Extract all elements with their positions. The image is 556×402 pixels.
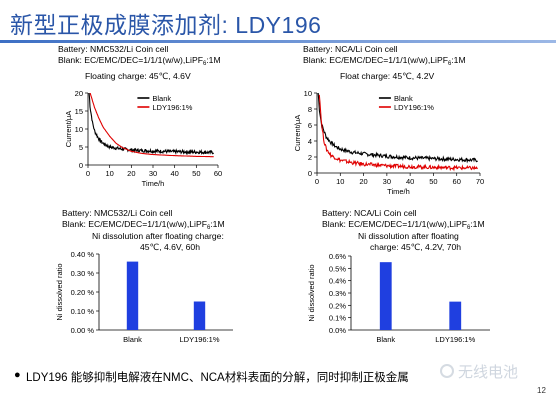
bl-condition-caption-1: Ni dissolution after floating charge: — [92, 231, 224, 241]
y-tick-label: 0.10 % — [71, 307, 95, 316]
legend-label-blank: Blank — [152, 94, 171, 103]
series-line-blank — [88, 93, 214, 156]
x-tick-label: 40 — [170, 169, 178, 178]
x-axis-label: Time/h — [142, 179, 165, 188]
y-axis-label: Ni dissolved ratio — [307, 264, 316, 321]
y-tick-label: 6 — [308, 121, 312, 130]
y-tick-label: 5 — [79, 143, 83, 152]
series-line-ldy196 — [89, 93, 214, 158]
x-category-label: Blank — [376, 335, 395, 344]
y-tick-label: 0 — [79, 161, 83, 170]
bar-ldy196 — [449, 301, 462, 330]
bl-condition-caption-2: 45℃, 4.6V, 60h — [140, 242, 200, 252]
tl-battery-caption: Battery: NMC532/Li Coin cell — [58, 44, 169, 54]
tr-condition-caption: Float charge: 45℃, 4.2V — [340, 71, 435, 81]
legend-label-ldy196: LDY196:1% — [394, 103, 434, 112]
series-line-ldy196 — [318, 94, 478, 172]
x-category-label: Blank — [123, 335, 142, 344]
x-tick-label: 20 — [359, 177, 367, 186]
br-battery-caption: Battery: NCA/Li Coin cell — [322, 208, 417, 218]
footer-bullet-icon: ● — [14, 369, 21, 381]
y-tick-label: 0.5% — [329, 264, 346, 273]
x-axis-label: Time/h — [387, 187, 410, 196]
y-tick-label: 0.00 % — [71, 326, 95, 335]
x-category-label: LDY196:1% — [179, 335, 219, 344]
title-underline — [0, 40, 556, 43]
tl-blank-caption: Blank: EC/EMC/DEC=1/1/1(w/w),LiPF6:1M — [58, 55, 221, 67]
x-tick-label: 70 — [476, 177, 484, 186]
y-tick-label: 15 — [75, 107, 83, 116]
footer-note: LDY196 能够抑制电解液在NMC、NCA材料表面的分解，同时抑制正极金属 — [26, 372, 409, 384]
y-tick-label: 0.6% — [329, 252, 346, 261]
bar-ldy196 — [193, 301, 206, 330]
y-tick-label: 8 — [308, 105, 312, 114]
y-tick-label: 2 — [308, 153, 312, 162]
page-number: 12 — [537, 386, 546, 395]
slide-title: 新型正极成膜添加剂: LDY196 — [10, 12, 322, 38]
x-tick-label: 10 — [105, 169, 113, 178]
bl-blank-caption: Blank: EC/EMC/DEC=1/1/1(w/w),LiPF6:1M — [62, 219, 225, 231]
x-tick-label: 60 — [214, 169, 222, 178]
x-tick-label: 30 — [149, 169, 157, 178]
bar-blank — [379, 262, 392, 330]
br-blank-caption: Blank: EC/EMC/DEC=1/1/1(w/w),LiPF6:1M — [322, 219, 485, 231]
x-category-label: LDY196:1% — [435, 335, 475, 344]
tr-blank-caption: Blank: EC/EMC/DEC=1/1/1(w/w),LiPF6:1M — [303, 55, 466, 67]
y-tick-label: 0.30 % — [71, 269, 95, 278]
x-tick-label: 50 — [429, 177, 437, 186]
watermark-text: 无线电池 — [458, 364, 519, 381]
y-tick-label: 0.3% — [329, 289, 346, 298]
y-axis-label: Ni dissolved ratio — [55, 263, 64, 320]
br-condition-caption-2: charge: 45℃, 4.2V, 70h — [370, 242, 462, 252]
watermark-logo-icon — [440, 364, 454, 378]
x-tick-label: 50 — [192, 169, 200, 178]
x-tick-label: 0 — [315, 177, 319, 186]
tl-condition-caption: Floating charge: 45℃, 4.6V — [85, 71, 191, 81]
y-tick-label: 0.4% — [329, 277, 346, 286]
bl-battery-caption: Battery: NMC532/Li Coin cell — [62, 208, 173, 218]
x-tick-label: 0 — [86, 169, 90, 178]
x-tick-label: 20 — [127, 169, 135, 178]
br-condition-caption-1: Ni dissolution after floating — [358, 231, 459, 241]
y-tick-label: 0 — [308, 169, 312, 178]
legend-label-blank: Blank — [394, 94, 413, 103]
series-line-blank — [317, 93, 478, 164]
y-tick-label: 0.0% — [329, 326, 346, 335]
y-tick-label: 0.2% — [329, 301, 346, 310]
y-tick-label: 0.40 % — [71, 250, 95, 259]
x-tick-label: 30 — [383, 177, 391, 186]
y-tick-label: 10 — [304, 89, 312, 98]
y-tick-label: 0.20 % — [71, 288, 95, 297]
y-tick-label: 10 — [75, 125, 83, 134]
bar-blank — [126, 261, 139, 330]
x-tick-label: 60 — [453, 177, 461, 186]
x-tick-label: 40 — [406, 177, 414, 186]
y-tick-label: 0.1% — [329, 314, 346, 323]
y-axis-label: Current/μA — [64, 111, 73, 147]
y-tick-label: 4 — [308, 137, 312, 146]
y-tick-label: 20 — [75, 89, 83, 98]
legend-label-ldy196: LDY196:1% — [152, 103, 192, 112]
x-tick-label: 10 — [336, 177, 344, 186]
y-axis-label: Current/μA — [293, 115, 302, 151]
tr-battery-caption: Battery: NCA/Li Coin cell — [303, 44, 398, 54]
